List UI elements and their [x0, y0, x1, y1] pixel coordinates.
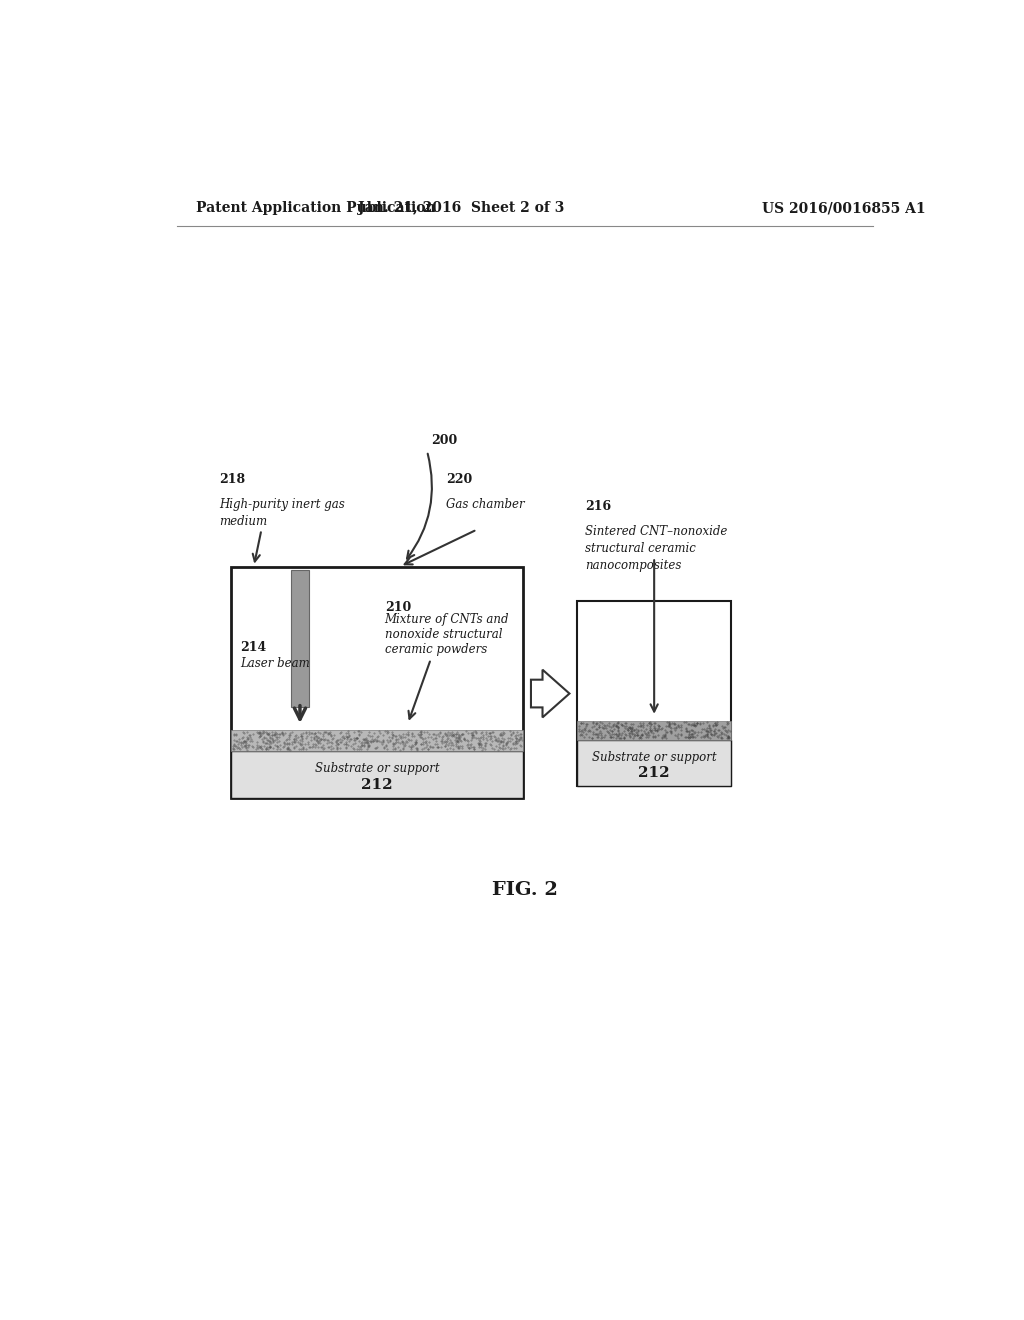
Bar — [578, 601, 731, 785]
Text: US 2016/0016855 A1: US 2016/0016855 A1 — [762, 202, 926, 215]
Text: Substrate or support: Substrate or support — [314, 763, 439, 775]
Bar — [291, 570, 309, 706]
Text: 220: 220 — [446, 473, 472, 486]
Bar — [230, 566, 523, 797]
Text: Jan. 21, 2016  Sheet 2 of 3: Jan. 21, 2016 Sheet 2 of 3 — [358, 202, 565, 215]
Text: 212: 212 — [361, 777, 393, 792]
Text: Mixture of CNTs and
nonoxide structural
ceramic powders: Mixture of CNTs and nonoxide structural … — [385, 614, 509, 656]
Text: 214: 214 — [240, 642, 266, 655]
Text: Gas chamber: Gas chamber — [446, 498, 525, 511]
Text: 200: 200 — [431, 434, 457, 447]
Text: FIG. 2: FIG. 2 — [492, 880, 558, 899]
Text: High-purity inert gas
medium: High-purity inert gas medium — [219, 498, 345, 528]
Text: Substrate or support: Substrate or support — [592, 751, 717, 764]
FancyArrowPatch shape — [407, 454, 432, 558]
Text: Patent Application Publication: Patent Application Publication — [196, 202, 435, 215]
Bar — [230, 730, 523, 751]
Text: Sintered CNT–nonoxide
structural ceramic
nanocomposites: Sintered CNT–nonoxide structural ceramic… — [585, 525, 727, 572]
Text: Laser beam: Laser beam — [240, 657, 309, 671]
Text: 212: 212 — [638, 766, 670, 780]
Text: 210: 210 — [385, 601, 411, 614]
Bar — [578, 721, 731, 739]
Text: 218: 218 — [219, 473, 245, 486]
Text: 216: 216 — [585, 499, 611, 512]
Bar — [578, 739, 731, 785]
FancyArrow shape — [531, 669, 569, 718]
Bar — [230, 751, 523, 797]
